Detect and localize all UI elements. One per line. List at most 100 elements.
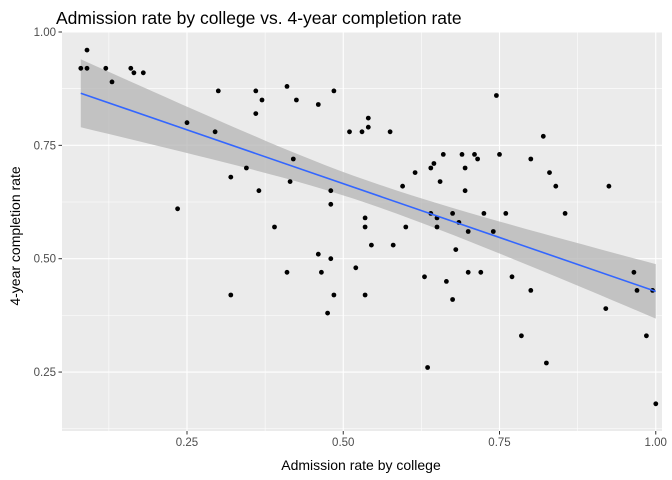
data-point: [175, 206, 181, 212]
data-point: [331, 292, 337, 298]
data-point: [253, 88, 259, 94]
data-point: [244, 165, 249, 171]
data-point: [509, 274, 515, 280]
data-point: [528, 156, 534, 162]
data-point: [359, 129, 365, 135]
data-point: [481, 211, 487, 216]
data-point: [437, 179, 443, 185]
data-point: [444, 279, 449, 284]
data-point: [365, 124, 371, 130]
data-point: [362, 215, 368, 221]
data-point: [603, 306, 609, 311]
x-tick-label: 0.75: [488, 437, 510, 449]
data-point: [475, 156, 480, 162]
data-point: [84, 65, 90, 71]
data-point: [440, 152, 446, 157]
data-point: [465, 229, 471, 234]
data-point: [84, 47, 90, 53]
regression-line: [80, 92, 657, 293]
data-point: [478, 269, 484, 275]
data-point: [212, 129, 218, 135]
data-point: [315, 251, 321, 257]
data-point: [425, 365, 430, 370]
data-point: [362, 292, 368, 298]
y-tick-label: 0.75: [34, 140, 56, 152]
data-point: [400, 183, 405, 189]
data-point: [606, 183, 612, 189]
y-axis-ticks: 0.25 0.50 0.75 1.00: [34, 27, 62, 379]
data-point: [472, 152, 477, 157]
data-point: [434, 224, 440, 230]
confidence-band: [80, 59, 656, 319]
data-point: [387, 129, 393, 135]
data-point: [540, 133, 546, 139]
data-point: [431, 161, 437, 166]
data-point: [653, 401, 659, 407]
data-point: [631, 269, 637, 275]
data-point: [465, 269, 471, 275]
data-point: [131, 70, 137, 76]
data-point: [140, 70, 146, 76]
data-point: [328, 256, 334, 262]
data-point: [553, 183, 559, 189]
data-point: [462, 165, 468, 171]
data-point: [562, 211, 568, 216]
y-axis-title: 4-year completion rate: [7, 166, 23, 306]
data-point: [459, 152, 465, 157]
data-point: [284, 84, 290, 89]
x-tick-label: 0.25: [176, 437, 198, 449]
x-tick-label: 1.00: [645, 437, 667, 449]
data-point: [497, 152, 502, 157]
data-point: [294, 97, 299, 103]
data-point: [369, 242, 374, 248]
data-point: [325, 310, 330, 316]
data-point: [184, 120, 190, 126]
data-point: [353, 265, 359, 271]
data-point: [547, 170, 552, 176]
data-point: [450, 297, 455, 302]
data-point: [634, 288, 640, 293]
data-point: [128, 65, 134, 71]
x-axis-title: Admission rate by college: [281, 457, 441, 473]
data-point: [362, 224, 368, 230]
data-point: [103, 65, 109, 71]
data-point: [78, 65, 84, 71]
data-point: [462, 188, 468, 194]
data-point: [290, 156, 296, 162]
data-point: [228, 174, 234, 180]
data-point: [328, 188, 334, 194]
chart-title: Admission rate by college vs. 4-year com…: [56, 8, 462, 28]
data-point: [390, 242, 396, 248]
x-axis-ticks: 0.25 0.50 0.75 1.00: [176, 431, 667, 449]
data-point: [287, 179, 293, 185]
data-point: [403, 224, 409, 230]
data-point: [428, 165, 434, 171]
data-point: [272, 224, 277, 230]
x-tick-label: 0.50: [332, 437, 354, 449]
data-point: [519, 333, 524, 339]
data-point: [315, 102, 321, 107]
data-point: [422, 274, 427, 280]
data-point: [347, 129, 352, 135]
data-point: [644, 333, 649, 339]
data-point: [253, 111, 259, 116]
data-point: [490, 229, 496, 234]
data-point: [328, 201, 334, 207]
y-tick-label: 0.50: [34, 254, 56, 266]
data-point: [494, 93, 499, 98]
data-point: [365, 115, 371, 121]
data-point: [259, 97, 265, 103]
data-point: [319, 269, 324, 275]
data-point: [215, 88, 221, 94]
data-point: [109, 79, 115, 85]
data-point: [228, 292, 234, 298]
y-tick-label: 1.00: [34, 27, 56, 39]
data-point: [256, 188, 262, 194]
data-point: [284, 269, 290, 275]
data-point: [412, 170, 418, 176]
data-point: [453, 247, 459, 253]
data-point: [528, 288, 534, 293]
data-point: [331, 88, 337, 94]
data-point: [450, 211, 455, 216]
